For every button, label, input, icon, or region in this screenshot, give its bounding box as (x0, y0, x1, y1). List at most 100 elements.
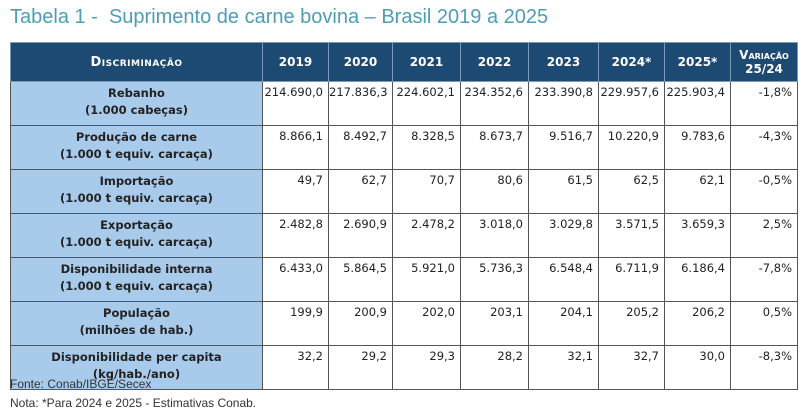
data-cell: 2,5% (730, 213, 798, 258)
row-label: Disponibilidade interna (60, 262, 213, 276)
table: Discriminação 2019 2020 2021 2022 2023 2024* 20… (10, 42, 798, 390)
row-label: População (103, 306, 170, 320)
data-cell: 80,6 (460, 169, 529, 214)
data-cell: -8,3% (730, 345, 798, 390)
data-cell: 6.433,0 (262, 257, 329, 302)
data-cell: 6.186,4 (664, 257, 731, 302)
row-label-cell: Produção de carne (1.000 t equiv. carcaça… (10, 125, 263, 170)
data-cell: 32,1 (528, 345, 599, 390)
data-cell: 3.029,8 (528, 213, 599, 258)
data-cell: -1,8% (730, 81, 798, 126)
data-cell: 32,2 (262, 345, 329, 390)
row-unit: (milhões de hab.) (79, 323, 194, 337)
data-cell: 202,0 (392, 301, 461, 346)
table-row: Exportação (1.000 t equiv. carcaça) 2.482,… (10, 213, 798, 258)
data-cell: -0,5% (730, 169, 798, 214)
table-row: Produção de carne (1.000 t equiv. carcaça… (10, 125, 798, 170)
column-header: 2025* (664, 42, 731, 82)
data-cell: 206,2 (664, 301, 731, 346)
data-cell: 6.711,9 (598, 257, 665, 302)
data-cell: 9.783,6 (664, 125, 731, 170)
data-cell: 203,1 (460, 301, 529, 346)
table-row: Importação (1.000 t equiv. carcaça) 49,7 62… (10, 169, 798, 214)
note: Nota: *Para 2024 e 2025 - Estimativas Co… (10, 396, 257, 410)
table-row: População (milhões de hab.) 199,9 200,9 202,… (10, 301, 798, 346)
table-title: Tabela 1 - Suprimento de carne bovina – … (10, 6, 549, 28)
data-cell: 5.921,0 (392, 257, 461, 302)
row-label-cell: Exportação (1.000 t equiv. carcaça) (10, 213, 263, 258)
data-cell: -4,3% (730, 125, 798, 170)
column-header: 2022 (460, 42, 529, 82)
data-cell: 8.328,5 (392, 125, 461, 170)
table-row: Disponibilidade per capita (kg/hab./ano) 3… (10, 345, 798, 390)
data-cell: 62,7 (328, 169, 393, 214)
source: Fonte: Conab/IBGE/Secex (10, 377, 152, 391)
row-label-cell: População (milhões de hab.) (10, 301, 263, 346)
data-cell: 8.492,7 (328, 125, 393, 170)
data-cell: 28,2 (460, 345, 529, 390)
data-cell: 9.516,7 (528, 125, 599, 170)
data-cell: 200,9 (328, 301, 393, 346)
data-cell: 62,5 (598, 169, 665, 214)
row-label-cell: Importação (1.000 t equiv. carcaça) (10, 169, 263, 214)
column-header: 2024* (598, 42, 665, 82)
row-unit: (1.000 t equiv. carcaça) (60, 191, 213, 205)
data-cell: 2.482,8 (262, 213, 329, 258)
row-label: Rebanho (108, 86, 165, 100)
data-cell: 5.864,5 (328, 257, 393, 302)
data-cell: 6.548,4 (528, 257, 599, 302)
row-label: Produção de carne (75, 130, 198, 144)
data-cell: 229.957,6 (598, 81, 665, 126)
data-cell: 3.018,0 (460, 213, 529, 258)
data-cell: 2.478,2 (392, 213, 461, 258)
row-unit: (1.000 t equiv. carcaça) (60, 235, 213, 249)
data-cell: 233.390,8 (528, 81, 599, 126)
column-header: Discriminação (10, 42, 263, 82)
row-unit: (1.000 cabeças) (85, 103, 188, 117)
data-cell: 10.220,9 (598, 125, 665, 170)
data-cell: 29,3 (392, 345, 461, 390)
table-body: Rebanho (1.000 cabeças) 214.690,0 217.836,3… (10, 81, 798, 390)
data-cell: 234.352,6 (460, 81, 529, 126)
data-cell: 224.602,1 (392, 81, 461, 126)
header-row: Discriminação 2019 2020 2021 2022 2023 2024* 20… (10, 42, 798, 82)
row-label: Importação (99, 174, 174, 188)
data-cell: 2.690,9 (328, 213, 393, 258)
column-header: 2020 (328, 42, 393, 82)
data-cell: 214.690,0 (262, 81, 329, 126)
row-unit: (1.000 t equiv. carcaça) (60, 279, 213, 293)
column-header: 2019 (262, 42, 329, 82)
data-cell: 3.571,5 (598, 213, 665, 258)
data-cell: 30,0 (664, 345, 731, 390)
data-cell: 205,2 (598, 301, 665, 346)
data-cell: 199,9 (262, 301, 329, 346)
row-label-cell: Disponibilidade per capita (kg/hab./ano) (10, 345, 263, 390)
row-label-cell: Disponibilidade interna (1.000 t equiv. c… (10, 257, 263, 302)
row-unit: (1.000 t equiv. carcaça) (60, 147, 213, 161)
row-label: Disponibilidade per capita (51, 350, 222, 364)
row-label: Exportação (100, 218, 173, 232)
data-cell: 0,5% (730, 301, 798, 346)
data-cell: 49,7 (262, 169, 329, 214)
column-header: 2023 (528, 42, 599, 82)
row-label-cell: Rebanho (1.000 cabeças) (10, 81, 263, 126)
data-cell: 225.903,4 (664, 81, 731, 126)
data-cell: 61,5 (528, 169, 599, 214)
data-cell: 62,1 (664, 169, 731, 214)
data-cell: 32,7 (598, 345, 665, 390)
data-cell: 70,7 (392, 169, 461, 214)
data-cell: 8.673,7 (460, 125, 529, 170)
data-cell: 217.836,3 (328, 81, 393, 126)
column-header: 2021 (392, 42, 461, 82)
data-cell: -7,8% (730, 257, 798, 302)
data-cell: 29,2 (328, 345, 393, 390)
column-header: Variação 25/24 (730, 42, 798, 82)
data-cell: 3.659,3 (664, 213, 731, 258)
data-cell: 5.736,3 (460, 257, 529, 302)
row-unit: (kg/hab./ano) (92, 367, 181, 381)
data-cell: 8.866,1 (262, 125, 329, 170)
data-cell: 204,1 (528, 301, 599, 346)
table-row: Disponibilidade interna (1.000 t equiv. c… (10, 257, 798, 302)
table-row: Rebanho (1.000 cabeças) 214.690,0 217.836,3… (10, 81, 798, 126)
